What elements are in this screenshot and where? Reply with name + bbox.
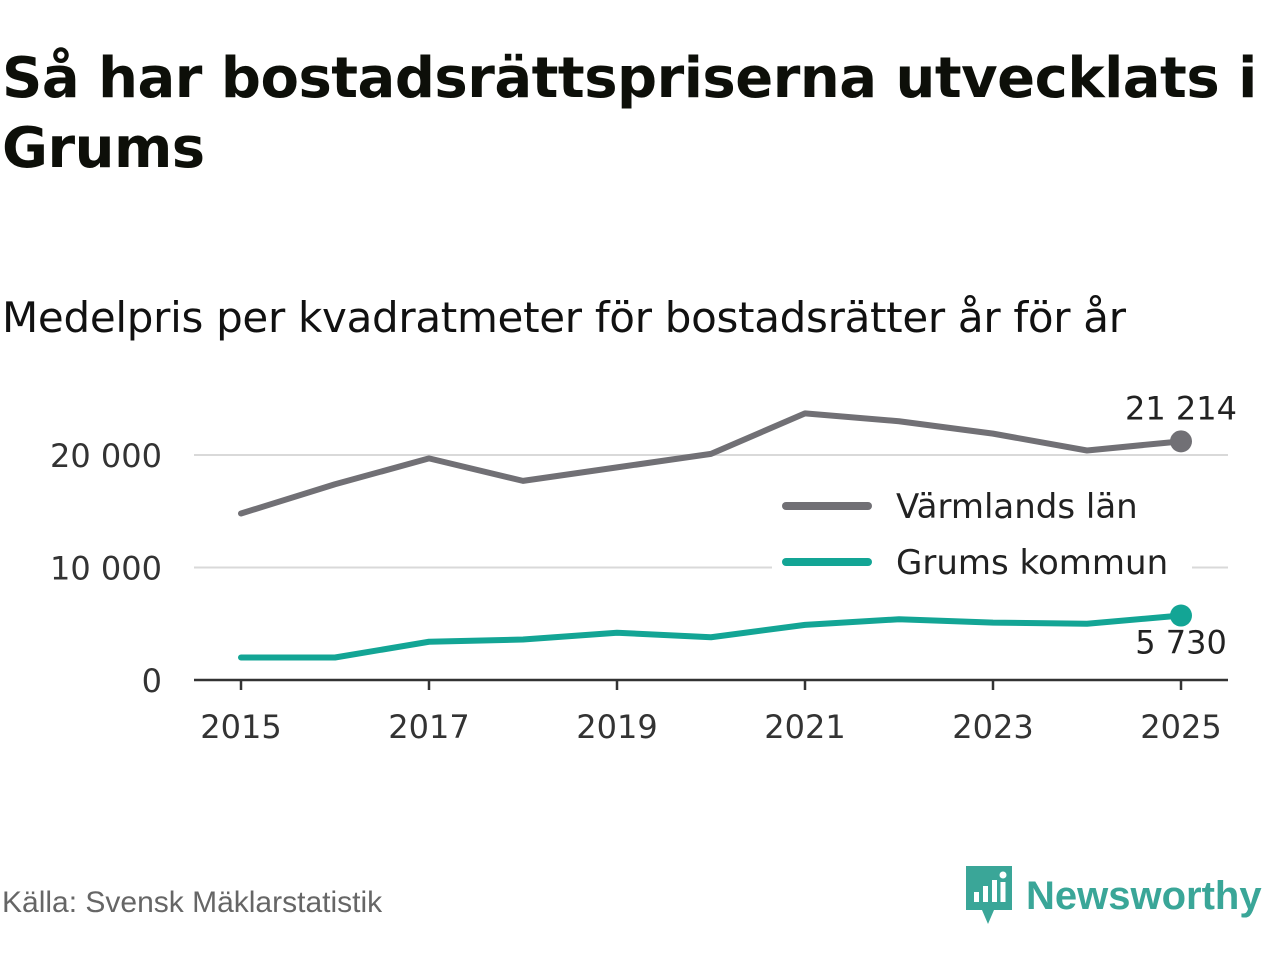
chart-subtitle: Medelpris per kvadratmeter för bostadsrä… <box>2 293 1126 342</box>
end-marker <box>1170 430 1192 453</box>
x-tick-label: 2025 <box>1140 708 1221 746</box>
legend: Värmlands län Grums kommun <box>772 476 1192 584</box>
brand-name: Newsworthy <box>1026 874 1262 918</box>
x-tick-label: 2017 <box>388 708 469 746</box>
series-line <box>238 612 1184 661</box>
legend-label: Grums kommun <box>896 543 1168 583</box>
series <box>238 410 1192 661</box>
brand-logo: Newsworthy <box>964 866 1262 926</box>
x-tick-label: 2023 <box>952 708 1033 746</box>
end-marker <box>1170 604 1192 627</box>
y-tick-label: 20 000 <box>50 437 162 475</box>
line-chart: 0 10 000 20 000 2015 2017 2019 2021 2023 2025 Vä… <box>50 389 1237 746</box>
x-tick-label: 2021 <box>764 708 845 746</box>
y-tick-label: 0 <box>142 662 162 700</box>
end-value-label: 5 730 <box>1135 624 1227 662</box>
series-line <box>238 410 1184 517</box>
data-labels: 21 214 5 730 <box>1125 389 1237 661</box>
x-tick-label: 2019 <box>576 708 657 746</box>
end-value-label: 21 214 <box>1125 389 1237 427</box>
chart-title: Så har bostadsrättspriserna utvecklats i… <box>2 46 1257 181</box>
y-tick-label: 10 000 <box>50 550 162 588</box>
legend-label: Värmlands län <box>896 487 1138 527</box>
source-note: Källa: Svensk Mäklarstatistik <box>2 886 383 919</box>
axes: 0 10 000 20 000 2015 2017 2019 2021 2023 2025 <box>50 437 1228 746</box>
x-tick-label: 2015 <box>200 708 281 746</box>
newsworthy-logo-icon <box>966 866 1012 924</box>
